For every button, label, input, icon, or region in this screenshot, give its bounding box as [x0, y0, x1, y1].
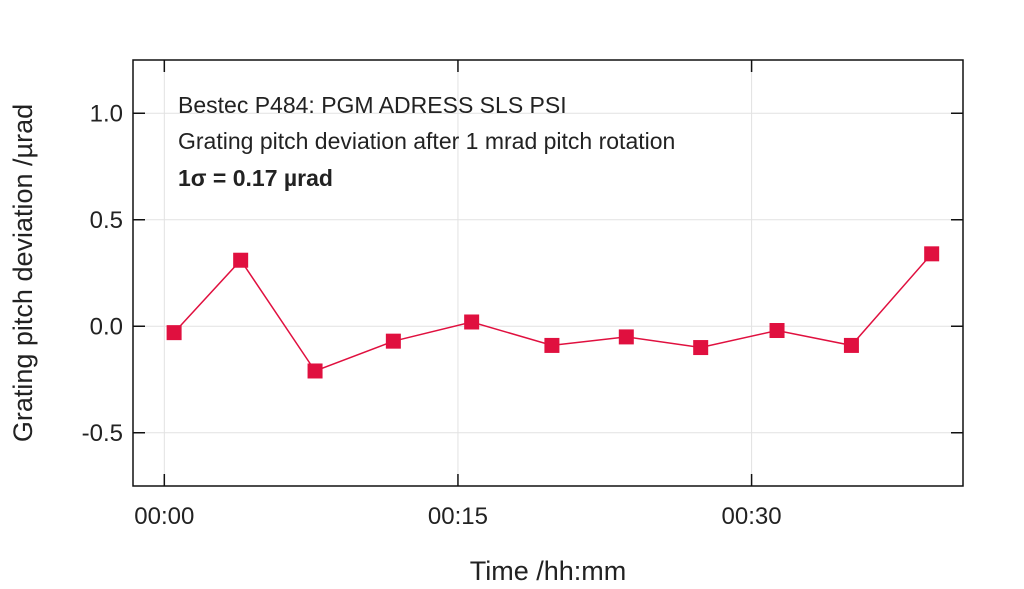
data-series [166, 246, 940, 379]
x-axis-title: Time /hh:mm [470, 556, 627, 586]
data-point-marker [618, 329, 634, 345]
data-point-marker [924, 246, 940, 262]
x-tick-label: 00:15 [428, 503, 488, 530]
data-point-marker [385, 333, 401, 349]
data-point-marker [464, 314, 480, 330]
y-tick-label: 0.0 [90, 313, 123, 340]
ticks: 1.0 0.5 0.0 -0.5 00:00 00:15 00:30 [82, 60, 963, 530]
annotation-subtitle: Grating pitch deviation after 1 mrad pit… [178, 128, 675, 154]
annotation-sigma: 1σ = 0.17 µrad [178, 165, 333, 191]
y-tick-label: -0.5 [82, 420, 123, 447]
data-point-marker [843, 337, 859, 353]
data-point-marker [769, 323, 785, 339]
y-axis-title: Grating pitch deviation /µrad [8, 104, 38, 442]
data-point-marker [693, 340, 709, 356]
annotation-title: Bestec P484: PGM ADRESS SLS PSI [178, 92, 567, 118]
data-point-marker [233, 252, 249, 268]
x-tick-label: 00:00 [134, 503, 194, 530]
plot-frame [132, 59, 964, 487]
data-point-marker [166, 325, 182, 341]
data-point-marker [307, 363, 323, 379]
y-tick-label: 1.0 [90, 100, 123, 127]
grid-lines [133, 60, 963, 486]
x-tick-label: 00:30 [722, 503, 782, 530]
data-point-marker [544, 337, 560, 353]
y-tick-label: 0.5 [90, 207, 123, 234]
series-line [173, 253, 933, 372]
